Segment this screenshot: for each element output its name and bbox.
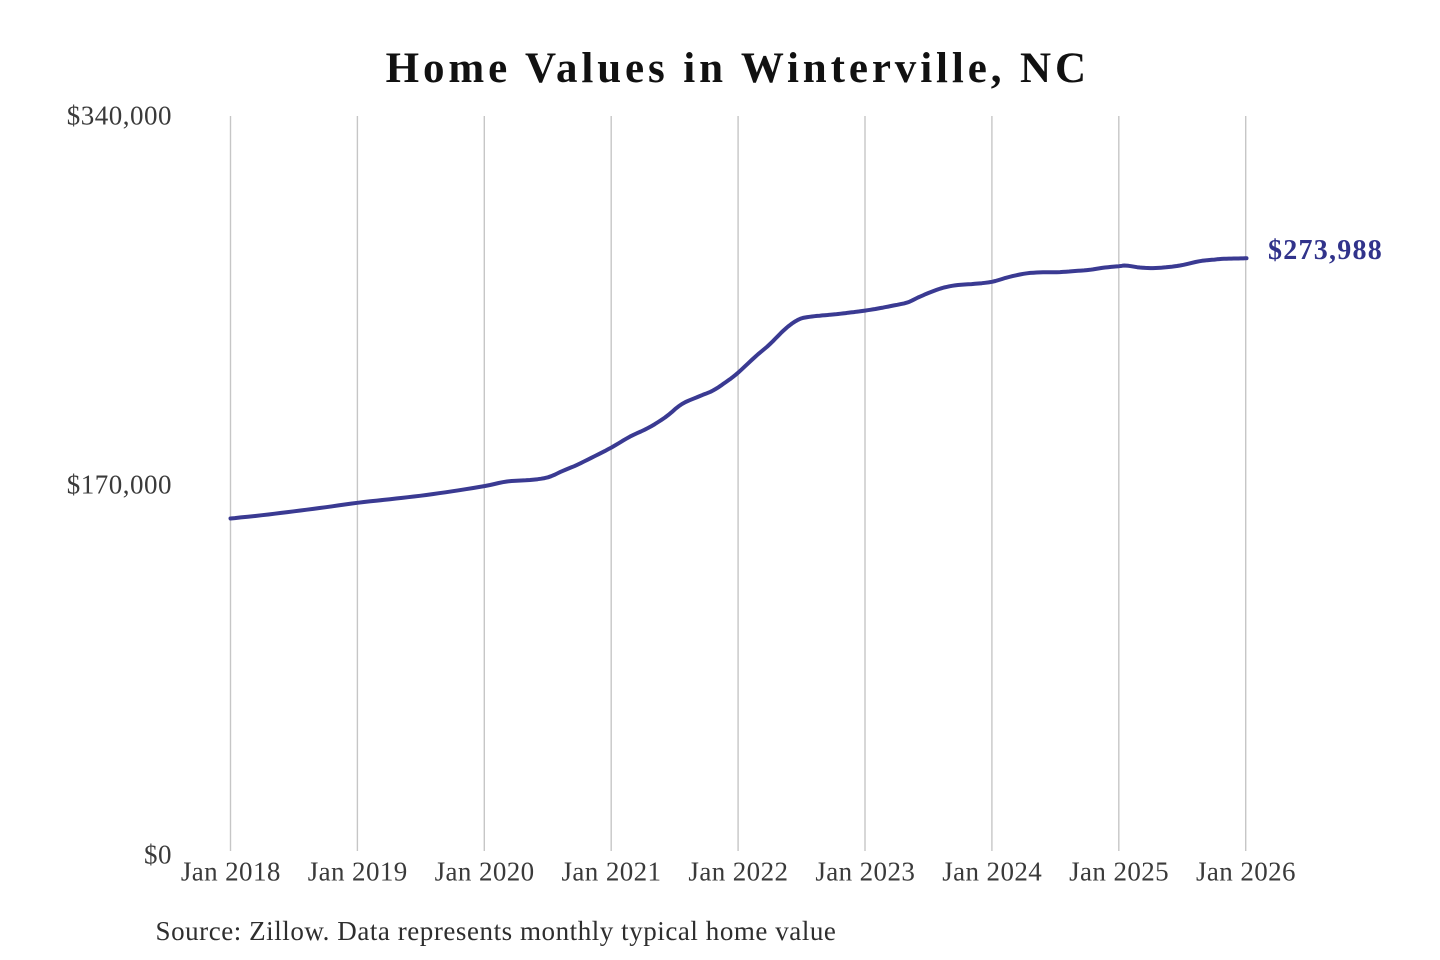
svg-text:Home Values in Winterville, NC: Home Values in Winterville, NC — [386, 45, 1090, 92]
svg-text:Jan 2019: Jan 2019 — [308, 857, 408, 887]
svg-text:$0: $0 — [144, 840, 172, 870]
svg-text:Source: Zillow. Data represent: Source: Zillow. Data represents monthly … — [156, 916, 837, 946]
svg-text:$170,000: $170,000 — [67, 470, 172, 500]
svg-text:$340,000: $340,000 — [67, 101, 172, 131]
svg-text:Jan 2022: Jan 2022 — [688, 857, 788, 887]
svg-text:Jan 2026: Jan 2026 — [1196, 857, 1296, 887]
svg-text:Jan 2023: Jan 2023 — [815, 857, 915, 887]
svg-text:Jan 2021: Jan 2021 — [562, 857, 662, 887]
svg-text:Jan 2024: Jan 2024 — [942, 857, 1042, 887]
svg-text:Jan 2018: Jan 2018 — [181, 857, 281, 887]
svg-text:Jan 2020: Jan 2020 — [435, 857, 535, 887]
svg-text:$273,988: $273,988 — [1268, 235, 1383, 266]
svg-text:Jan 2025: Jan 2025 — [1069, 857, 1169, 887]
